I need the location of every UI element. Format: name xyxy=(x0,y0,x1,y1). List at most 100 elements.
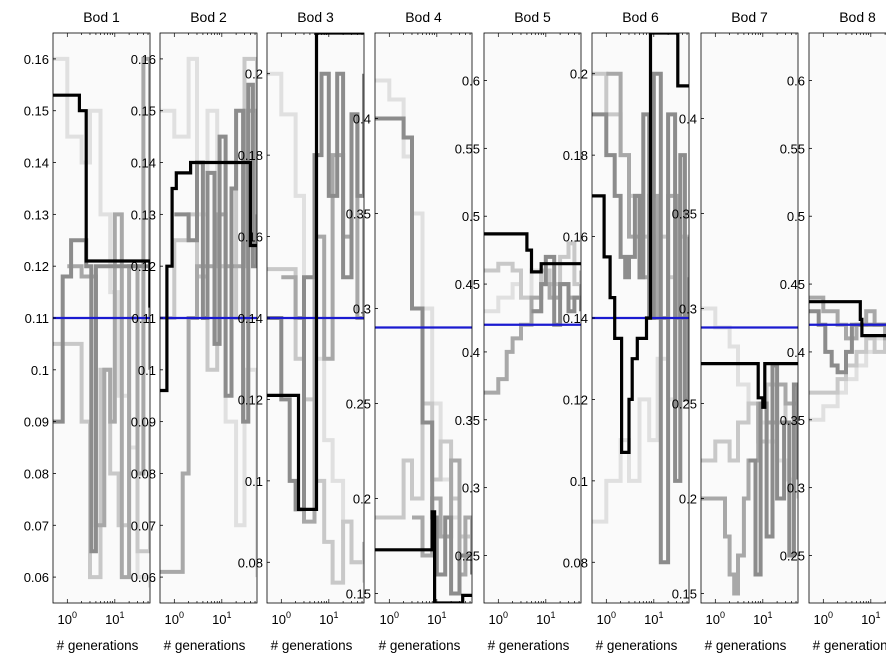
chart-panel-2: 0.06 0.07 0.08 0.09 0.1 0.11 0.12 0.13 0.14 0.15 0… xyxy=(131,9,258,653)
y-tick-label: 0.07 xyxy=(131,518,156,533)
best-line xyxy=(701,362,798,409)
x-tick-base: 10 xyxy=(644,612,658,627)
y-tick-label: 0.15 xyxy=(24,104,49,119)
y-tick-label: 0.13 xyxy=(24,207,49,222)
y-tick-label: 0.15 xyxy=(672,587,697,602)
x-tick-base: 10 xyxy=(319,612,333,627)
x-tick-base: 10 xyxy=(706,612,720,627)
x-axis-label: # generations xyxy=(596,638,678,653)
x-tick-exponent: 0 xyxy=(828,610,833,620)
x-axis-label: # generations xyxy=(271,638,353,653)
best-line xyxy=(809,300,886,338)
plot-series-group xyxy=(484,232,581,395)
x-tick-label: 101 xyxy=(861,610,880,627)
x-tick-exponent: 1 xyxy=(442,610,447,620)
y-tick-label: 0.35 xyxy=(780,413,805,428)
y-tick-label: 0.25 xyxy=(346,397,371,412)
plot-frame xyxy=(700,32,799,604)
plot-frame xyxy=(483,32,582,604)
plot-frame xyxy=(808,32,886,604)
run-line-1 xyxy=(809,336,886,422)
x-tick-base: 10 xyxy=(380,612,394,627)
x-tick-exponent: 1 xyxy=(334,610,339,620)
plot-series-group xyxy=(53,56,150,588)
y-tick-label: 0.06 xyxy=(24,570,49,585)
y-tick-label: 0.6 xyxy=(787,74,805,89)
y-tick-label: 0.16 xyxy=(24,52,49,67)
y-tick-label: 0.25 xyxy=(780,549,805,564)
y-tick-label: 0.3 xyxy=(679,302,697,317)
y-tick-label: 0.15 xyxy=(131,104,156,119)
x-tick-exponent: 1 xyxy=(227,610,232,620)
y-tick-label: 0.3 xyxy=(353,302,371,317)
y-tick-label: 0.12 xyxy=(238,392,263,407)
y-tick-label: 0.5 xyxy=(787,209,805,224)
y-tick-label: 0.18 xyxy=(563,148,588,163)
y-tick-label: 0.35 xyxy=(455,413,480,428)
y-tick-label: 0.25 xyxy=(672,397,697,412)
run-line-2 xyxy=(267,267,364,585)
x-tick-base: 10 xyxy=(489,612,503,627)
x-tick-base: 10 xyxy=(753,612,767,627)
y-tick-label: 0.08 xyxy=(131,466,156,481)
x-axis-label: # generations xyxy=(705,638,787,653)
x-tick-exponent: 0 xyxy=(503,610,508,620)
y-tick-label: 0.3 xyxy=(462,481,480,496)
x-tick-base: 10 xyxy=(597,612,611,627)
y-tick-label: 0.06 xyxy=(131,570,156,585)
chart-title: Bod 7 xyxy=(731,9,768,25)
x-tick-exponent: 0 xyxy=(72,610,77,620)
plot-series-group xyxy=(375,78,472,603)
y-tick-label: 0.35 xyxy=(672,207,697,222)
x-tick-label: 101 xyxy=(212,610,231,627)
x-tick-label: 101 xyxy=(753,610,772,627)
y-tick-label: 0.11 xyxy=(132,311,156,326)
x-axis-label: # generations xyxy=(488,638,570,653)
x-tick-label: 101 xyxy=(427,610,446,627)
best-line xyxy=(267,33,364,511)
x-tick-label: 101 xyxy=(105,610,124,627)
run-line-4 xyxy=(748,363,798,577)
y-tick-label: 0.14 xyxy=(563,311,588,326)
x-tick-base: 10 xyxy=(105,612,119,627)
y-tick-label: 0.4 xyxy=(353,112,371,127)
run-line-4 xyxy=(53,238,150,554)
chart-title: Bod 8 xyxy=(839,9,876,25)
x-tick-exponent: 0 xyxy=(286,610,291,620)
x-tick-base: 10 xyxy=(427,612,441,627)
x-tick-label: 101 xyxy=(536,610,555,627)
y-tick-label: 0.1 xyxy=(31,363,49,378)
y-tick-label: 0.08 xyxy=(563,555,588,570)
y-tick-label: 0.11 xyxy=(25,311,49,326)
plot-frame xyxy=(374,32,473,604)
y-tick-label: 0.09 xyxy=(24,415,49,430)
best-line xyxy=(53,93,150,308)
run-line-4 xyxy=(267,71,364,512)
y-tick-label: 0.2 xyxy=(245,67,263,82)
x-tick-exponent: 0 xyxy=(394,610,399,620)
run-line-1 xyxy=(160,56,257,578)
chart-title: Bod 5 xyxy=(514,9,551,25)
x-tick-base: 10 xyxy=(272,612,286,627)
best-line xyxy=(160,160,257,393)
y-tick-label: 0.2 xyxy=(679,492,697,507)
y-tick-label: 0.09 xyxy=(131,415,156,430)
chart-title: Bod 3 xyxy=(297,9,334,25)
x-tick-exponent: 1 xyxy=(120,610,125,620)
y-tick-label: 0.12 xyxy=(24,259,49,274)
x-axis-label: # generations xyxy=(379,638,461,653)
x-tick-label: 100 xyxy=(58,610,77,627)
y-tick-label: 0.14 xyxy=(24,156,49,171)
y-tick-label: 0.6 xyxy=(462,74,480,89)
y-tick-label: 0.08 xyxy=(238,555,263,570)
y-tick-label: 0.55 xyxy=(455,141,480,156)
chart-title: Bod 4 xyxy=(405,9,442,25)
x-tick-exponent: 0 xyxy=(611,610,616,620)
y-tick-label: 0.15 xyxy=(346,587,371,602)
y-tick-label: 0.14 xyxy=(238,311,263,326)
y-tick-label: 0.12 xyxy=(131,259,156,274)
